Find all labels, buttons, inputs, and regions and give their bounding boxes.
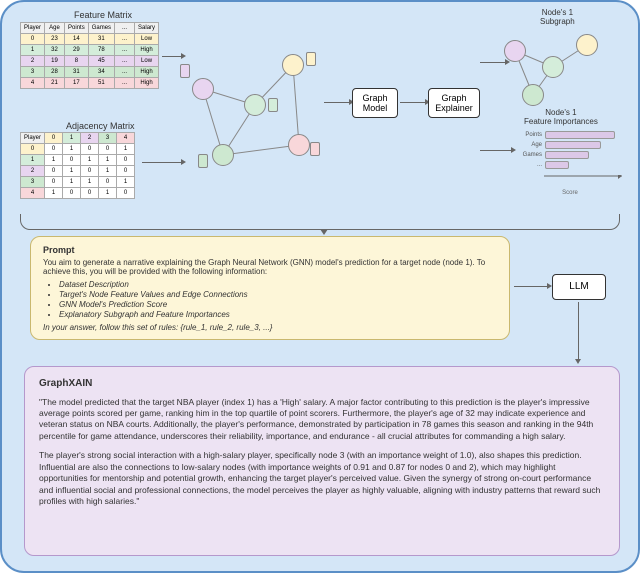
fi-axis-label: Score	[518, 190, 622, 196]
fi-label: Points	[518, 132, 542, 138]
graph-model-box: Graph Model	[352, 88, 398, 118]
subgraph-title: Node's 1 Subgraph	[540, 8, 575, 26]
graph-node-0	[282, 54, 304, 76]
fi-bar	[545, 141, 601, 149]
graph-explainer-box: Graph Explainer	[428, 88, 480, 118]
prompt-title: Prompt	[43, 245, 75, 255]
prompt-bullet: Target's Node Feature Values and Edge Co…	[59, 290, 497, 299]
feature-importance-title: Node's 1 Feature Importances	[524, 108, 598, 126]
prompt-bullet: Dataset Description	[59, 280, 497, 289]
adjacency-matrix-table: Player01234 001001 110110 201010 301101 …	[20, 132, 135, 199]
prompt-box: Prompt You aim to generate a narrative e…	[30, 236, 510, 340]
feature-importance-chart: Points Age Games ... Score	[518, 130, 622, 202]
feature-glyph	[310, 142, 320, 156]
bracket-icon	[20, 214, 620, 230]
fi-label: Games	[518, 152, 542, 158]
subgraph-node	[522, 84, 544, 106]
subgraph-node	[576, 34, 598, 56]
arrow-icon	[400, 102, 426, 103]
fi-bar	[545, 151, 589, 159]
graph-node-2	[192, 78, 214, 100]
feature-glyph	[268, 98, 278, 112]
fi-label: ...	[518, 162, 542, 168]
arrow-icon	[514, 286, 548, 287]
graph-explainer-label: Graph Explainer	[435, 93, 473, 113]
graph-node-1	[244, 94, 266, 116]
arrow-icon	[324, 102, 350, 103]
graph-node-4	[288, 134, 310, 156]
fi-bar	[545, 131, 615, 139]
feature-matrix-title: Feature Matrix	[74, 10, 132, 20]
subgraph-node	[504, 40, 526, 62]
prompt-outro: In your answer, follow this set of rules…	[43, 323, 497, 332]
input-graph-vis	[182, 48, 322, 178]
feature-glyph	[180, 64, 190, 78]
graph-model-label: Graph Model	[362, 93, 387, 113]
fi-bar	[545, 161, 569, 169]
feature-matrix-table: PlayerAgePointsGames...Salary 0231431...…	[20, 22, 159, 89]
output-p1: "The model predicted that the target NBA…	[39, 397, 605, 443]
arrow-icon	[480, 150, 512, 151]
arrow-icon	[162, 56, 182, 57]
fi-label: Age	[518, 142, 542, 148]
arrow-down-icon	[578, 302, 579, 360]
prompt-intro: You aim to generate a narrative explaini…	[43, 258, 497, 276]
llm-box: LLM	[552, 274, 606, 300]
feature-glyph	[198, 154, 208, 168]
output-box: GraphXAIN "The model predicted that the …	[24, 366, 620, 556]
pipeline-diagram: Feature Matrix PlayerAgePointsGames...Sa…	[0, 0, 640, 573]
prompt-bullet: Explanatory Subgraph and Feature Importa…	[59, 310, 497, 319]
subgraph-vis	[502, 28, 612, 108]
arrow-icon	[142, 162, 182, 163]
llm-label: LLM	[569, 281, 588, 292]
output-p2: The player's strong social interaction w…	[39, 450, 605, 507]
prompt-bullet: GNN Model's Prediction Score	[59, 300, 497, 309]
output-title: GraphXAIN	[39, 377, 605, 391]
feature-glyph	[306, 52, 316, 66]
subgraph-node	[542, 56, 564, 78]
adjacency-matrix-title: Adjacency Matrix	[66, 121, 135, 131]
graph-node-3	[212, 144, 234, 166]
